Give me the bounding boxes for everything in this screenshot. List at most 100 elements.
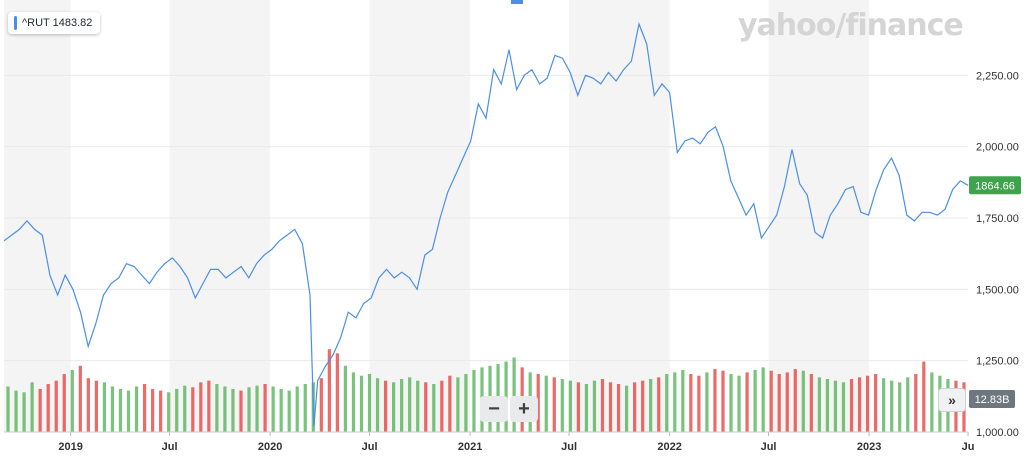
volume-bar — [753, 369, 757, 432]
volume-bar — [151, 388, 155, 432]
volume-bar — [600, 379, 605, 432]
volume-bar — [745, 372, 749, 432]
volume-bar — [247, 387, 251, 432]
y-axis: 2,250.00 2,000.00 1,750.00 1,500.00 1,250.00… — [976, 70, 1019, 439]
x-tick-label: 2019 — [58, 441, 82, 453]
shaded-period — [4, 0, 71, 432]
volume-bar — [616, 383, 621, 432]
volume-bar — [191, 387, 195, 432]
volume-bar — [375, 378, 380, 432]
volume-bar — [737, 375, 741, 432]
volume-bar — [793, 369, 797, 432]
volume-bar — [62, 374, 66, 432]
axis-badges: 1864.66 12.83B — [969, 176, 1021, 408]
volume-bar — [713, 369, 717, 432]
volume-bar — [761, 367, 765, 432]
volume-bar — [681, 369, 685, 432]
volume-bar — [383, 380, 388, 432]
volume-bar — [359, 375, 364, 432]
y-tick-label: 1,500.00 — [976, 284, 1019, 296]
volume-bar — [882, 378, 886, 432]
volume-bar — [440, 380, 444, 432]
volume-bar — [78, 365, 82, 432]
volume-bar — [102, 382, 107, 432]
volume-bar — [46, 383, 50, 432]
volume-bar — [592, 380, 597, 432]
volume-bar — [239, 390, 243, 432]
zoom-controls: − + — [480, 396, 538, 422]
y-tick-label: 2,000.00 — [976, 142, 1019, 154]
volume-bar — [890, 380, 894, 432]
volume-bar — [825, 379, 830, 432]
volume-bar — [400, 379, 404, 432]
volume-bar — [512, 357, 516, 432]
y-tick-label: 1,250.00 — [976, 356, 1019, 368]
volume-bar — [560, 379, 564, 432]
volume-bar — [351, 372, 356, 432]
volume-bar — [922, 361, 926, 432]
price-line — [3, 21, 969, 427]
volume-bar — [295, 386, 299, 432]
volume-bar — [14, 390, 18, 432]
volume-bar — [785, 372, 789, 432]
volume-bar — [335, 353, 339, 432]
volume-bar — [536, 374, 540, 432]
volume-bar — [914, 374, 918, 432]
x-axis: 2019 Jul 2020 Jul 2021 Jul 2022 Jul 2023 Ju — [4, 431, 974, 453]
volume-bar — [568, 380, 572, 432]
volume-bar — [142, 383, 147, 432]
volume-max-label: 12.83B — [975, 394, 1010, 406]
volume-bar — [327, 349, 331, 432]
volume-bar — [697, 375, 701, 432]
volume-bar — [183, 385, 187, 432]
year-bands — [4, 0, 870, 432]
x-tick-label: 2020 — [258, 441, 282, 453]
volume-bar — [464, 374, 468, 432]
volume-bar — [841, 382, 846, 432]
volume-bar — [624, 385, 629, 432]
volume-bar — [584, 383, 589, 432]
volume-bar — [874, 374, 878, 432]
y-tick-label: 2,250.00 — [976, 70, 1019, 82]
volume-bar — [118, 388, 123, 432]
volume-bar — [392, 382, 396, 432]
volume-bar — [665, 374, 669, 432]
shaded-period — [369, 0, 471, 432]
x-tick-label: 2022 — [657, 441, 681, 453]
x-tick-label: Jul — [162, 441, 178, 453]
volume-bar — [817, 377, 821, 432]
volume-bar — [126, 390, 131, 432]
legend[interactable]: ^RUT 1483.82 — [8, 12, 101, 34]
volume-bar — [689, 374, 693, 432]
current-price-label: 1864.66 — [975, 180, 1015, 192]
volume-bar — [86, 378, 90, 432]
volume-bar — [857, 377, 862, 432]
x-tick-label: 2021 — [458, 441, 482, 453]
zoom-out-button[interactable]: − — [480, 396, 508, 422]
x-tick-label: Jul — [561, 441, 577, 453]
x-tick-label: Jul — [761, 441, 777, 453]
current-price-badge — [969, 176, 1021, 195]
volume-bar — [721, 370, 725, 432]
shaded-period — [768, 0, 870, 432]
volume-bar — [641, 380, 645, 432]
volume-bar — [552, 377, 556, 432]
volume-bar — [255, 385, 259, 432]
volume-bar — [54, 380, 58, 432]
volume-bar — [649, 379, 653, 432]
volume-bar — [906, 377, 910, 432]
volume-bar — [633, 382, 637, 432]
yahoo-finance-logo: yahoo/finance — [738, 8, 964, 43]
scroll-right-button[interactable]: » — [938, 388, 966, 412]
volume-bar — [705, 372, 709, 432]
volume-bar — [865, 375, 870, 432]
zoom-in-button[interactable]: + — [510, 396, 538, 422]
volume-bar — [175, 388, 179, 432]
volume-bar — [608, 382, 613, 432]
volume-bar — [424, 382, 428, 432]
volume-bar — [809, 374, 813, 432]
range-marker[interactable] — [511, 0, 523, 4]
volume-bar — [6, 386, 10, 432]
volume-bar — [367, 374, 372, 432]
legend-swatch — [14, 16, 17, 30]
